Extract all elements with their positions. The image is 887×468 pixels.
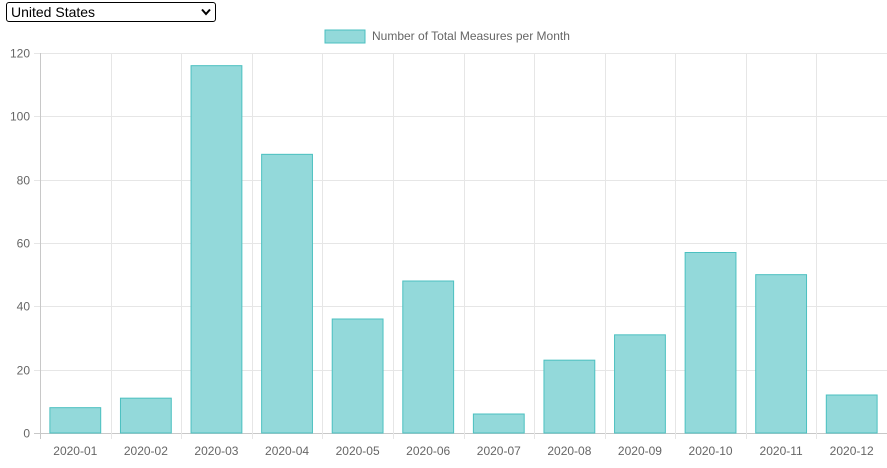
country-select[interactable]: United States [6,2,216,22]
x-tick-label: 2020-01 [53,444,97,458]
country-select-value: United States [11,4,96,20]
x-tick-label: 2020-06 [406,444,450,458]
bar-2020-11 [755,274,808,434]
bar-2020-01 [49,407,102,434]
bar-2020-06 [402,280,455,434]
x-tick-label: 2020-05 [336,444,380,458]
x-axis: 2020-01 2020-02 2020-03 2020-04 2020-05 2020-… [53,444,874,458]
y-tick-label: 40 [17,300,31,314]
y-tick-label: 60 [17,237,31,251]
bar-2020-12 [825,394,878,434]
x-tick-label: 2020-04 [265,444,309,458]
bar-2020-08 [543,359,596,434]
x-tick-label: 2020-09 [618,444,662,458]
bar-2020-02 [119,397,172,434]
bar-2020-07 [472,413,525,434]
x-tick-label: 2020-10 [689,444,733,458]
x-tick-label: 2020-03 [194,444,238,458]
x-tick-label: 2020-02 [124,444,168,458]
bar-2020-03 [190,65,243,434]
x-tick-label: 2020-12 [830,444,874,458]
y-tick-label: 100 [10,110,30,124]
y-tick-label: 20 [17,364,31,378]
grid-lines [34,53,887,439]
bar-2020-05 [331,318,384,434]
y-tick-label: 0 [23,427,30,441]
bar-2020-10 [684,252,737,434]
legend-swatch [324,29,366,44]
bars [49,65,878,434]
x-tick-label: 2020-08 [547,444,591,458]
y-axis: 0 20 40 60 80 100 120 [10,47,30,441]
y-tick-label: 120 [10,47,30,61]
x-tick-label: 2020-07 [477,444,521,458]
x-tick-label: 2020-11 [760,444,803,458]
chevron-down-icon [201,8,211,16]
y-tick-label: 80 [17,174,31,188]
bar-2020-09 [614,334,666,434]
legend-label: Number of Total Measures per Month [372,29,570,43]
legend: Number of Total Measures per Month [324,29,570,44]
bar-2020-04 [261,153,313,434]
